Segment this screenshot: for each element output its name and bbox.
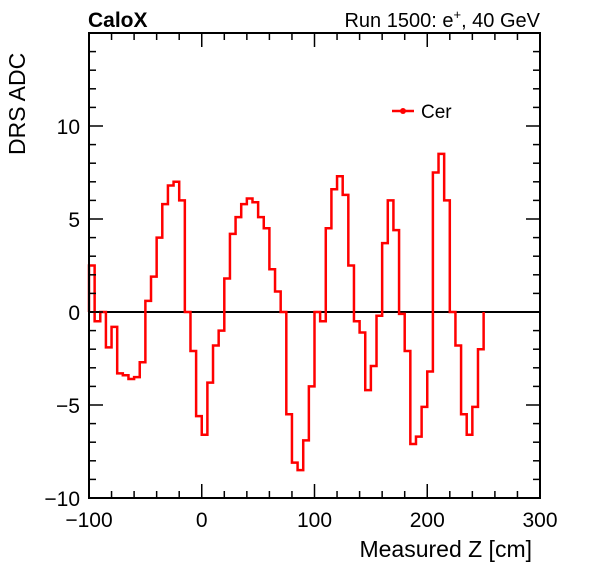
plot-area	[87, 152, 540, 472]
brand-label: CaloX	[88, 9, 148, 32]
x-tick-label: 0	[196, 509, 208, 532]
x-tick-label: −100	[65, 509, 112, 532]
series-line-cer	[87, 152, 485, 472]
y-tick-label: −5	[56, 395, 80, 418]
run-info-suffix: , 40 GeV	[461, 10, 541, 32]
x-tick-label: 300	[522, 509, 557, 532]
y-tick-label: −10	[44, 488, 80, 511]
axes: −100 0 100 200 300 −10 −5 0 5 10	[44, 32, 558, 532]
legend-marker	[400, 108, 406, 114]
y-axis-label: DRS ADC	[4, 53, 30, 155]
y-tick-label: 10	[57, 116, 80, 139]
legend: Cer	[392, 102, 452, 123]
run-info-superscript: +	[453, 7, 461, 22]
y-tick-label: 0	[68, 302, 80, 325]
x-tick-label: 200	[410, 509, 445, 532]
y-tick-label: 5	[68, 209, 80, 232]
run-info: Run 1500: e+, 40 GeV	[344, 7, 540, 32]
run-info-prefix: Run 1500: e	[344, 10, 453, 32]
legend-label: Cer	[421, 102, 452, 123]
x-tick-label: 100	[297, 509, 332, 532]
x-axis-label: Measured Z [cm]	[359, 536, 532, 562]
